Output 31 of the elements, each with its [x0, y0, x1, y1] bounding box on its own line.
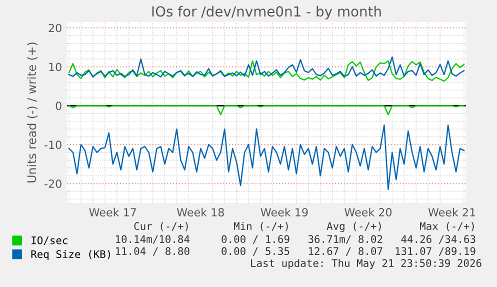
x-tick-label: Week 19 [260, 208, 308, 216]
line-series [68, 124, 465, 190]
text: 44.26 /34.63 [401, 235, 476, 244]
y-tick-label: -10 [44, 140, 62, 149]
text: 11.04 / 8.80 [116, 247, 190, 256]
x-tick-label: Week 17 [89, 208, 136, 216]
y-tick-label: 10 [49, 62, 62, 72]
text: 36.71m/ 8.02 [308, 235, 382, 244]
y-tick-label: 0 [56, 102, 62, 110]
chart-title: IOs for /dev/nvme0n1 - by month [152, 6, 381, 20]
text: Min (-/+) [234, 222, 288, 232]
legend-label: IO/sec [32, 236, 68, 246]
text: Cur (-/+) [134, 222, 188, 232]
line-series [68, 60, 465, 82]
text: 12.67 / 8.07 [309, 247, 382, 256]
y-tick-label: 20 [48, 24, 62, 32]
y-axis-title: Units read (-) / write (+) [27, 42, 38, 182]
line-series [68, 105, 465, 116]
text: 0.00 / 5.35 [222, 247, 290, 256]
x-tick-label: Week 18 [176, 208, 224, 216]
y-tick-label: -20 [44, 180, 62, 188]
text: 131.07 /89.19 [396, 247, 476, 256]
line-series [68, 56, 465, 78]
legend-label: Req Size (KB) [31, 250, 110, 260]
x-tick-label: Week 20 [344, 208, 392, 216]
text: 0.00 / 1.69 [222, 235, 290, 244]
text: 10.14m/10.84 [116, 235, 190, 244]
text: Avg (-/+) [326, 222, 381, 232]
text: Max (-/+) [420, 222, 474, 232]
x-tick-label: Week 21 [428, 208, 476, 216]
text: Last update: Thu May 21 23:50:39 2026 [251, 258, 482, 270]
